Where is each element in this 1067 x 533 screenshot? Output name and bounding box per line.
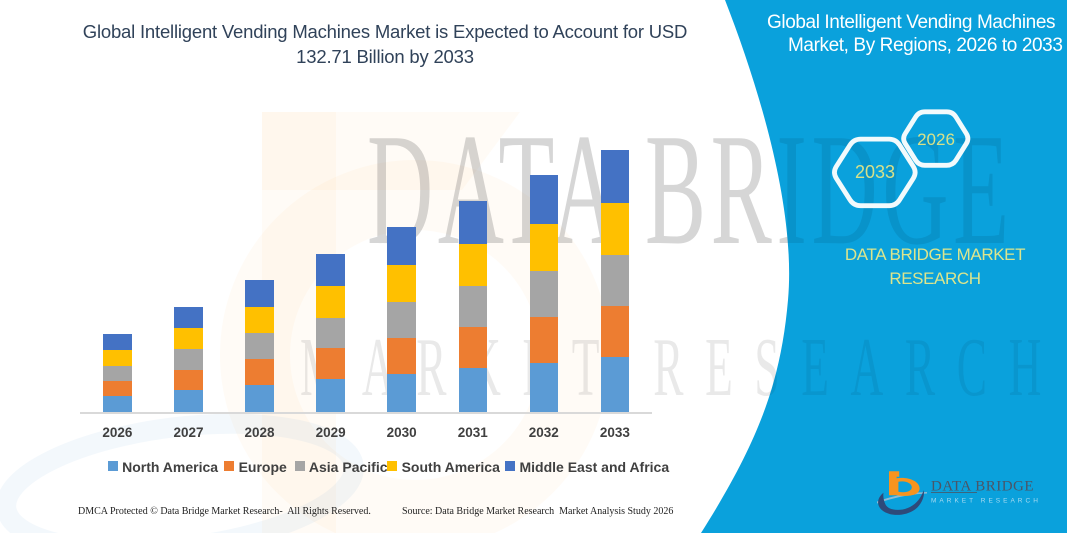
- svg-text:DATA BRIDGE: DATA BRIDGE: [931, 479, 1034, 495]
- svg-text:MARKET RESEARCH: MARKET RESEARCH: [931, 498, 1041, 505]
